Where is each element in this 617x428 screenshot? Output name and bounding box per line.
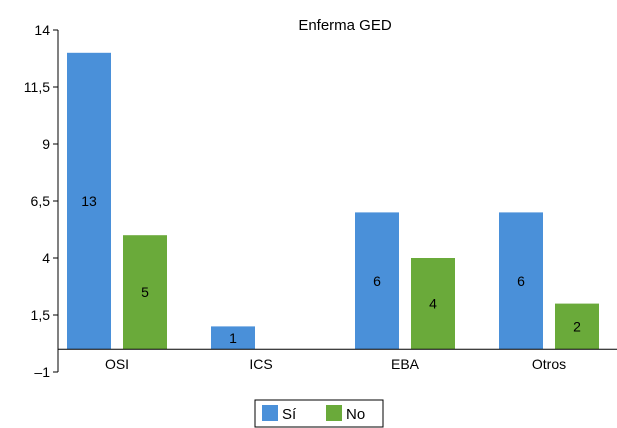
y-tick-label: 6,5 — [31, 193, 51, 209]
bars-group: 13 5 1 6 4 6 2 — [67, 53, 599, 349]
data-label: 1 — [229, 330, 237, 346]
y-tick-label: 11,5 — [24, 79, 50, 95]
legend-label: No — [346, 406, 365, 423]
y-tick-label: 9 — [42, 136, 50, 152]
x-axis: OSI ICS EBA Otros — [58, 349, 617, 372]
data-label: 13 — [81, 193, 97, 209]
y-tick-label: 4 — [42, 250, 50, 266]
x-tick-label: Otros — [532, 356, 566, 372]
legend-label: Sí — [282, 406, 297, 423]
x-tick-label: ICS — [249, 356, 272, 372]
x-tick-label: EBA — [391, 356, 420, 372]
legend-swatch — [326, 405, 342, 421]
chart-title: Enferma GED — [298, 17, 392, 34]
data-label: 4 — [429, 296, 437, 312]
y-axis: –1 1,5 4 6,5 9 11,5 14 — [24, 22, 58, 380]
data-label: 5 — [141, 284, 149, 300]
legend-swatch — [262, 405, 278, 421]
y-tick-label: 1,5 — [31, 307, 51, 323]
data-label: 2 — [573, 318, 581, 334]
x-tick-label: OSI — [105, 356, 129, 372]
data-label: 6 — [373, 273, 381, 289]
y-tick-label: –1 — [34, 364, 50, 380]
data-label: 6 — [517, 273, 525, 289]
y-tick-label: 14 — [34, 22, 50, 38]
legend: Sí No — [255, 400, 383, 427]
